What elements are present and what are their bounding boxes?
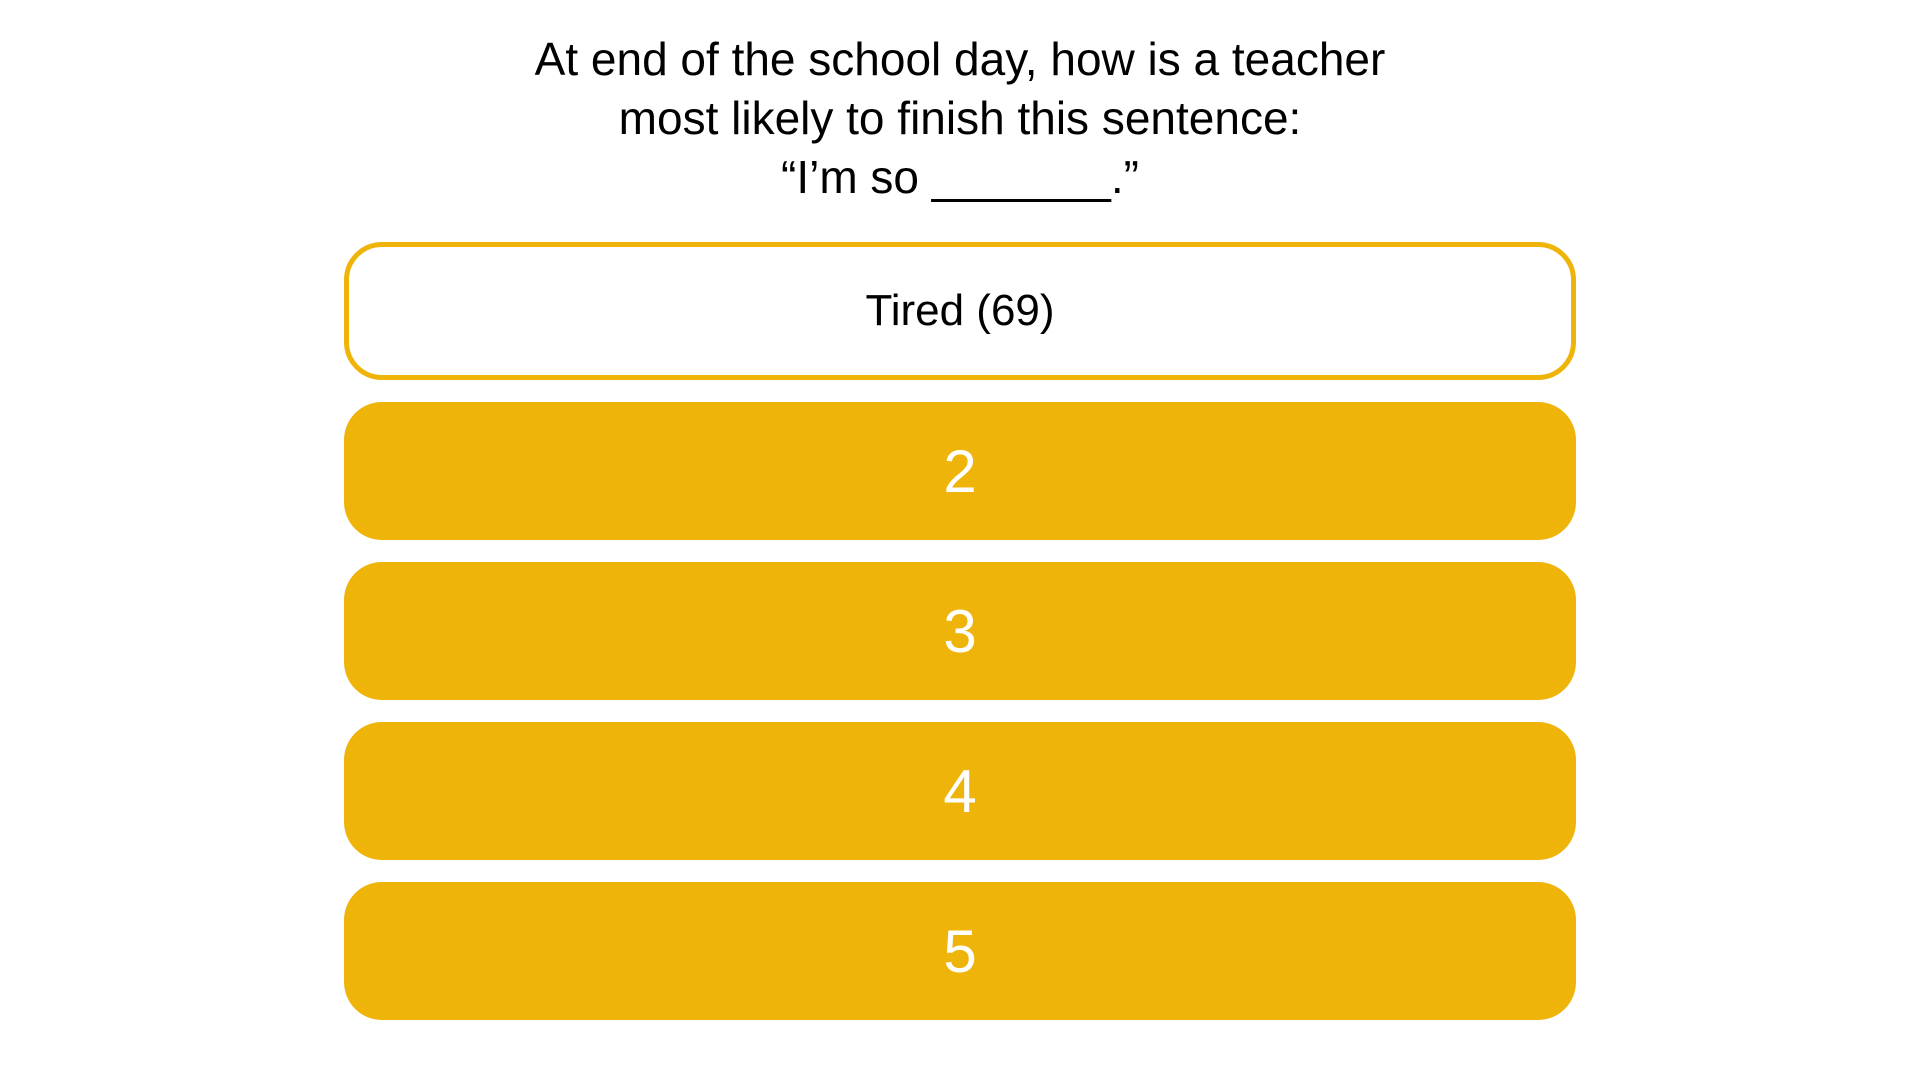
answer-slot-1[interactable]: Tired (69) xyxy=(344,242,1576,380)
question-line-1: At end of the school day, how is a teach… xyxy=(535,33,1386,85)
answer-slot-label: 2 xyxy=(943,437,976,506)
answer-slot-3[interactable]: 3 xyxy=(344,562,1576,700)
game-stage: At end of the school day, how is a teach… xyxy=(0,0,1920,1080)
answer-slot-4[interactable]: 4 xyxy=(344,722,1576,860)
answer-slot-2[interactable]: 2 xyxy=(344,402,1576,540)
question-line-2: most likely to finish this sentence: xyxy=(619,92,1302,144)
answer-slot-label: Tired (69) xyxy=(865,286,1054,336)
answer-slot-5[interactable]: 5 xyxy=(344,882,1576,1020)
question-line-3: “I’m so _______.” xyxy=(781,151,1139,203)
answer-slot-label: 5 xyxy=(943,917,976,986)
question-text: At end of the school day, how is a teach… xyxy=(310,30,1610,207)
answer-board: Tired (69) 2 3 4 5 xyxy=(344,242,1576,1042)
answer-slot-label: 4 xyxy=(943,757,976,826)
answer-slot-label: 3 xyxy=(943,597,976,666)
